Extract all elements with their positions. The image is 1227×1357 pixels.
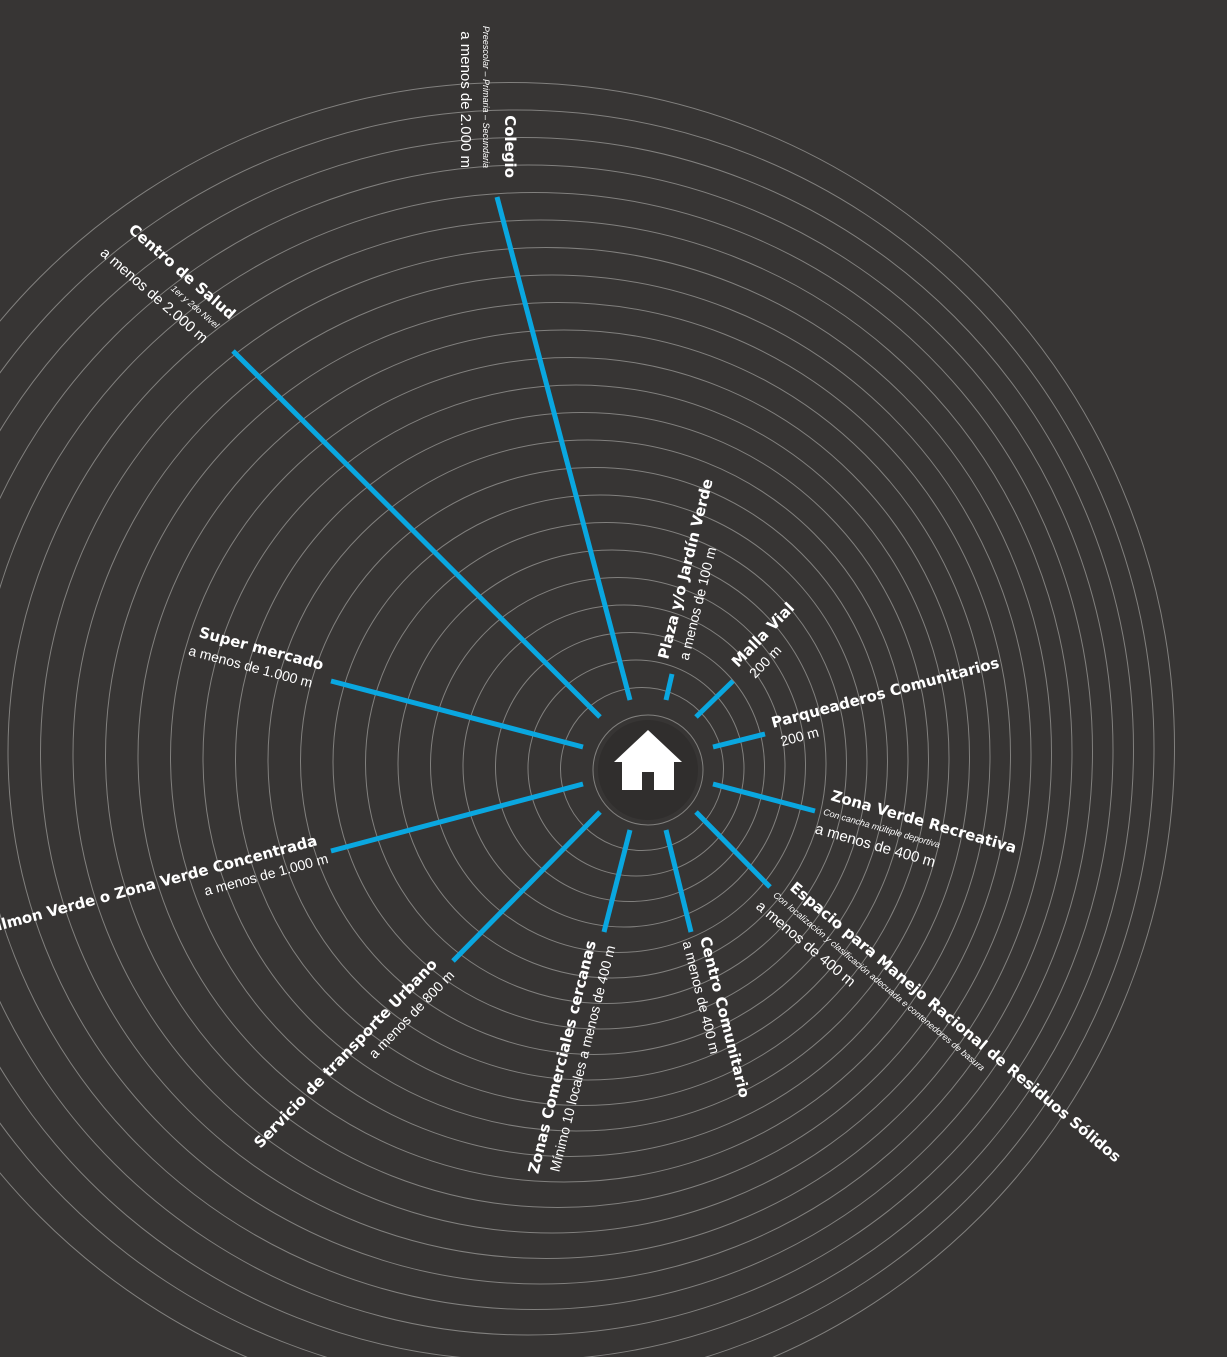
residuos-title: Espacio para Manejo Racional de Residuos… (786, 878, 1124, 1166)
parqueaderos-title: Parqueaderos Comunitarios (769, 654, 1001, 732)
spoke-supermercado (330, 678, 584, 750)
distance-ring (235, 412, 929, 1106)
distance-ring (170, 357, 970, 1157)
distance-ring (7, 219, 1073, 1285)
distance-ring (0, 164, 1114, 1336)
distance-rings (0, 82, 1175, 1357)
spoke-centro-comunitario (663, 829, 694, 933)
distance-ring (0, 192, 1093, 1310)
distance-ring (267, 439, 909, 1081)
distance-ring (0, 109, 1155, 1357)
pulmon-verde-title: Púlmon Verde o Zona Verde Concentrada (0, 831, 319, 938)
distance-ring (397, 549, 827, 979)
spoke-plaza (663, 673, 675, 701)
label-supermercado: Super mercado a menos de 1.000 m (187, 623, 326, 690)
spoke-zonas-comerciales (601, 829, 633, 933)
spoke-zona-verde-recreativa (712, 781, 816, 814)
centro-salud-distance: a menos de 2.000 m (97, 244, 211, 347)
distance-ring (332, 494, 868, 1030)
distance-ring (462, 604, 786, 928)
distance-ring (0, 82, 1175, 1357)
residuos-note: Con localización y clasificación adecuad… (771, 890, 986, 1073)
label-malla-vial: Malla Vial 200 m (728, 599, 798, 681)
label-parqueaderos: Parqueaderos Comunitarios 200 m (769, 654, 1001, 750)
spoke-residuos (694, 810, 772, 889)
distance-ring (300, 467, 888, 1055)
colegio-distance: a menos de 2.000 m (457, 31, 474, 168)
label-residuos: Espacio para Manejo Racional de Residuos… (753, 878, 1125, 1166)
house-icon (598, 720, 698, 820)
spoke-centro-salud (231, 349, 602, 719)
distance-ring (365, 522, 847, 1004)
distance-ring (560, 687, 724, 851)
distance-ring (105, 302, 1011, 1208)
distance-ring (40, 247, 1052, 1259)
colegio-note: Preescolar – Primaria – Secundaria (481, 26, 491, 168)
service-spokes (231, 196, 816, 963)
label-colegio: Colegio Preescolar – Primaria – Secundar… (457, 26, 519, 178)
distance-ring (202, 384, 950, 1132)
label-plaza: Plaza y/o Jardín Verde a menos de 100 m (654, 477, 719, 662)
spoke-parqueaderos (712, 731, 766, 750)
distance-ring (592, 714, 704, 826)
distance-ring (495, 632, 765, 902)
label-zonas-comerciales: Zonas Comerciales cercanas Mínimo 10 loc… (524, 939, 618, 1176)
distance-ring (72, 274, 1032, 1234)
distance-ring (0, 137, 1134, 1357)
house-door (642, 772, 654, 790)
label-transporte: Servicio de transporte Urbano a menos de… (250, 955, 457, 1151)
distance-ring (527, 659, 745, 877)
house-roof (614, 730, 682, 762)
spoke-colegio (494, 196, 633, 701)
colegio-title: Colegio (501, 115, 519, 178)
spoke-malla-vial (694, 679, 735, 719)
distance-ring (137, 329, 991, 1183)
distance-ring (430, 577, 806, 953)
label-centro-salud: Centro de Salud 1er y 2do Nivel a menos … (97, 220, 239, 347)
spoke-pulmon-verde (330, 781, 584, 854)
spoke-transporte (451, 810, 602, 963)
